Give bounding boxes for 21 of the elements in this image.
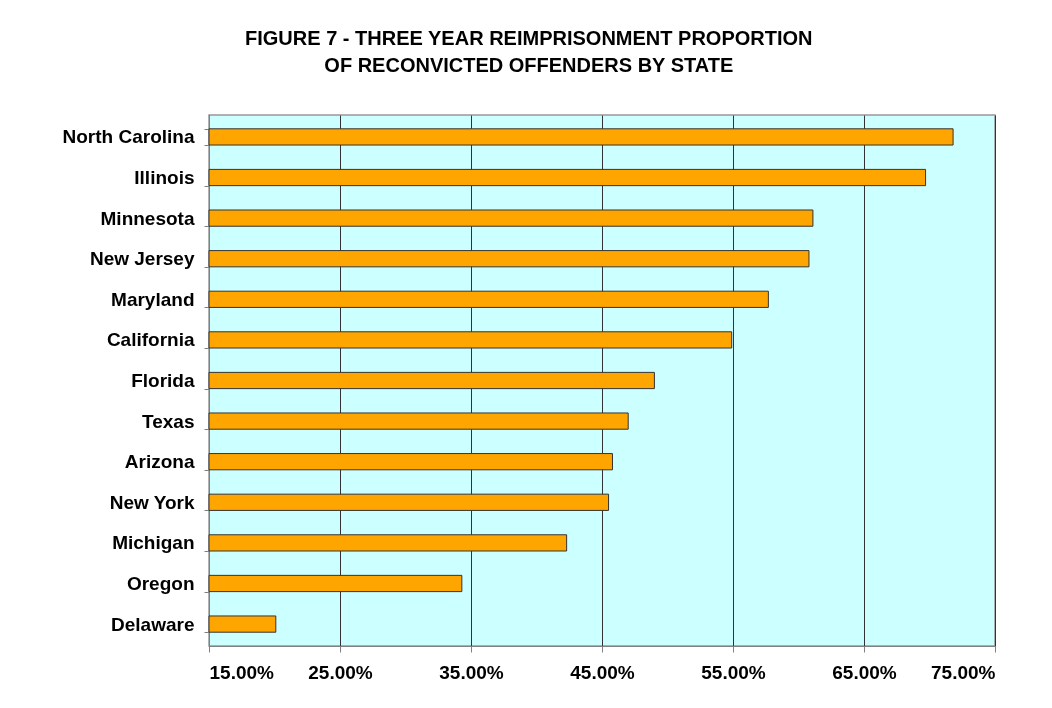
y-tick-label: Delaware — [111, 613, 195, 635]
x-tick-label: 25.00% — [308, 661, 373, 683]
y-tick-label: Maryland — [111, 288, 195, 310]
y-tick-label: California — [106, 329, 195, 351]
y-tick-label: Illinois — [134, 167, 195, 189]
y-tick-label: Michigan — [112, 532, 195, 554]
x-tick-label: 55.00% — [701, 661, 766, 683]
y-tick-label: New Jersey — [89, 248, 195, 270]
x-tick-label: 15.00% — [209, 661, 275, 683]
y-tick-label: Texas — [142, 410, 195, 432]
y-tick-label: North Carolina — [62, 126, 195, 148]
y-tick-label: New York — [109, 491, 195, 513]
y-tick-label: Florida — [131, 370, 195, 391]
y-tick-label: Oregon — [126, 572, 195, 594]
x-tick-label: 75.00% — [931, 661, 996, 683]
chart-title: FIGURE 7 - THREE YEAR REIMPRISONMENT PROPORTION OF RECONVICTED OFFENDERS BY STATE — [245, 27, 813, 76]
x-tick-label: 45.00% — [570, 661, 635, 683]
x-tick-label: 35.00% — [439, 661, 504, 683]
x-tick-label: 65.00% — [832, 661, 897, 683]
y-tick-label: Minnesota — [100, 207, 195, 229]
y-tick-label: Arizona — [124, 451, 195, 473]
